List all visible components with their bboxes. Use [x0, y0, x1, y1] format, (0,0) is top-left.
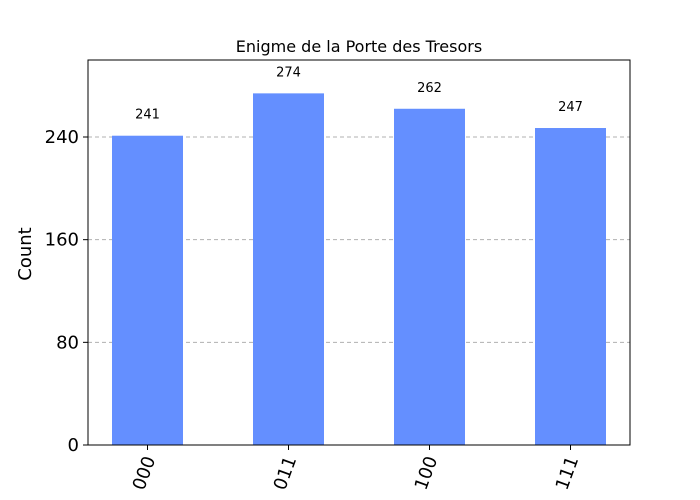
x-tick-label: 111 — [552, 454, 583, 493]
y-tick-label: 160 — [45, 230, 79, 251]
x-tick-label: 000 — [129, 454, 160, 493]
ticks-layer — [83, 136, 571, 450]
data-label: 247 — [558, 100, 583, 115]
data-label: 241 — [135, 108, 160, 123]
bars-layer — [112, 93, 606, 446]
y-axis-label: Count — [15, 227, 36, 280]
y-tick-label: 0 — [68, 435, 79, 456]
x-tick-label: 100 — [411, 454, 442, 493]
y-tick-label: 240 — [45, 127, 79, 148]
data-label: 262 — [417, 81, 442, 96]
bar — [394, 108, 465, 446]
bar — [253, 93, 324, 445]
plot-frame — [87, 59, 631, 446]
chart-title: Enigme de la Porte des Tresors — [236, 37, 482, 56]
x-tick-label: 011 — [270, 454, 301, 493]
data-label: 274 — [276, 65, 301, 80]
y-tick-label: 80 — [56, 332, 79, 353]
bar — [535, 128, 606, 445]
bar — [112, 135, 183, 445]
